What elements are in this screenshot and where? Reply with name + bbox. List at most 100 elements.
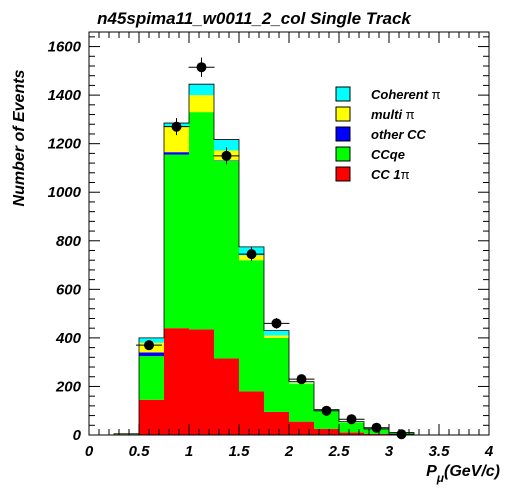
data-marker	[171, 121, 182, 132]
legend-swatch	[335, 86, 351, 102]
data-point-4	[238, 247, 265, 261]
y-tick-label: 200	[55, 378, 82, 395]
bar-ccqe-3	[189, 112, 214, 330]
legend-label-text: CC 1	[371, 167, 401, 182]
bar-cc-1--6	[264, 411, 289, 435]
x-tick-label: 3	[385, 443, 394, 460]
data-marker	[346, 414, 357, 425]
x-axis-label-unit: (GeV/c)	[444, 463, 500, 480]
y-tick-label: 800	[56, 233, 82, 250]
x-tick-label: 3.5	[429, 443, 451, 460]
x-tick-label: 0.5	[129, 443, 151, 460]
legend-entry-4: CC 1π	[335, 166, 410, 182]
x-tick-label: 2	[284, 443, 294, 460]
x-axis-ticks: 0 0.5 1 1.5 2 2.5 3 3.5 4	[85, 32, 494, 460]
x-axis-label-main: P	[426, 463, 437, 480]
bar-coherent--1	[139, 337, 164, 343]
data-marker	[144, 340, 154, 351]
data-point-5	[263, 317, 290, 329]
x-axis-label-subscript: μ	[436, 471, 445, 485]
data-point-0	[136, 340, 162, 351]
legend-entry-1: multi π	[335, 106, 415, 122]
data-marker	[296, 374, 307, 385]
data-points	[136, 57, 415, 440]
x-axis-label: Pμ(GeV/c)	[426, 463, 500, 485]
legend-entry-3: CCqe	[335, 146, 405, 162]
bar-cc-1--1	[139, 399, 164, 435]
y-axis-label: Number of Events	[11, 69, 28, 206]
data-point-6	[288, 374, 315, 385]
legend-label-text: Coherent	[371, 87, 432, 102]
data-point-7	[313, 405, 340, 416]
bar-multi--3	[189, 95, 214, 113]
bar-cc-1--3	[189, 329, 214, 435]
legend-label: other CC	[371, 127, 427, 142]
bar-coherent--4	[214, 139, 239, 151]
data-marker	[396, 429, 407, 440]
bar-ccqe-5	[239, 260, 264, 392]
x-tick-label: 2.5	[328, 443, 351, 460]
data-point-10	[388, 429, 415, 440]
data-marker	[221, 150, 232, 161]
legend-label: CC 1π	[371, 167, 410, 182]
bar-cc-1--10	[364, 433, 389, 435]
bar-cc-1--2	[164, 328, 189, 435]
bar-other-cc-1	[139, 352, 164, 357]
legend-label-greek: π	[401, 167, 410, 182]
bar-cc-1--8	[314, 428, 339, 435]
legend-label-text: other CC	[371, 127, 427, 142]
data-marker	[271, 318, 282, 329]
y-tick-label: 1400	[48, 87, 82, 104]
data-marker	[196, 62, 207, 73]
bar-coherent--6	[264, 330, 289, 336]
x-tick-label: 0	[85, 443, 94, 460]
x-tick-label: 1.5	[229, 443, 251, 460]
y-tick-label: 600	[56, 281, 82, 298]
bar-cc-1--5	[239, 391, 264, 435]
bar-ccqe-2	[164, 154, 189, 329]
legend-label-text: CCqe	[371, 147, 405, 162]
bar-coherent--3	[189, 84, 214, 96]
legend-entry-0: Coherent π	[335, 86, 441, 102]
data-point-9	[363, 422, 390, 433]
bar-ccqe-1	[139, 356, 164, 400]
bar-ccqe-7	[289, 384, 314, 422]
bar-cc-1--7	[289, 421, 314, 435]
legend-label-greek: π	[406, 107, 415, 122]
legend-label: CCqe	[371, 147, 405, 162]
y-tick-label: 1000	[48, 184, 82, 201]
data-marker	[246, 249, 257, 260]
data-point-8	[338, 414, 365, 425]
bar-cc-1--4	[214, 358, 239, 435]
y-tick-label: 400	[55, 330, 82, 347]
legend-swatch	[335, 126, 351, 142]
y-tick-label: 1600	[48, 39, 82, 56]
bar-other-cc-2	[164, 152, 189, 155]
legend-swatch	[335, 166, 351, 182]
legend-swatch	[335, 146, 351, 162]
data-point-1	[163, 118, 190, 136]
bar-ccqe-8	[314, 410, 339, 429]
x-tick-label: 1	[185, 443, 193, 460]
x-tick-label: 4	[484, 443, 494, 460]
bar-cc-1--9	[339, 432, 364, 435]
bar-ccqe-4	[214, 160, 239, 359]
y-tick-label: 0	[73, 427, 82, 444]
data-marker	[371, 422, 382, 433]
legend-swatch	[335, 106, 351, 122]
data-point-3	[213, 147, 240, 165]
legend-label: Coherent π	[371, 87, 441, 102]
bar-ccqe-9	[339, 422, 364, 433]
data-marker	[321, 405, 332, 416]
chart-title: n45spima11_w0011_2_col Single Track	[97, 9, 412, 28]
legend-entry-2: other CC	[335, 126, 427, 142]
data-point-2	[188, 57, 215, 77]
histogram-bars	[113, 83, 415, 435]
bar-ccqe-6	[264, 337, 289, 412]
y-tick-label: 1200	[48, 136, 82, 153]
y-axis-ticks: 0 200 400 600 800 1000 1200 1400 1600	[48, 36, 489, 444]
legend-label-text: multi	[371, 107, 406, 122]
legend-label: multi π	[371, 107, 415, 122]
